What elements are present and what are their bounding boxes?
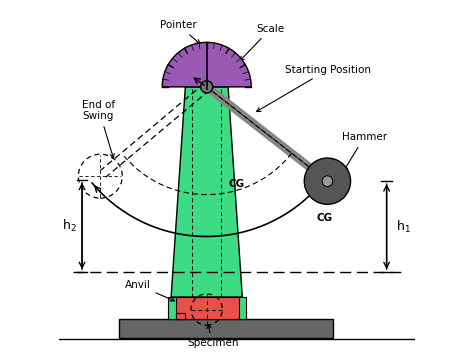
Circle shape [304,158,351,204]
Text: Anvil: Anvil [125,280,174,301]
Circle shape [322,176,333,187]
Polygon shape [167,309,189,320]
Polygon shape [239,309,246,320]
Text: Hammer: Hammer [342,132,387,171]
Polygon shape [171,87,242,297]
Bar [167,297,246,320]
Text: Specimen: Specimen [187,324,238,348]
Polygon shape [176,313,185,320]
Text: Scale: Scale [240,24,285,61]
Text: h$_2$: h$_2$ [62,218,77,234]
Text: h$_1$: h$_1$ [395,219,410,235]
Text: CG: CG [317,213,333,223]
Bar [176,297,239,320]
Bar [119,320,333,338]
Text: End of
Swing: End of Swing [82,99,116,158]
Text: Pointer: Pointer [160,20,200,44]
Wedge shape [162,42,251,87]
Text: CG: CG [229,180,245,190]
Text: Starting Position: Starting Position [256,65,371,112]
Circle shape [201,81,213,93]
